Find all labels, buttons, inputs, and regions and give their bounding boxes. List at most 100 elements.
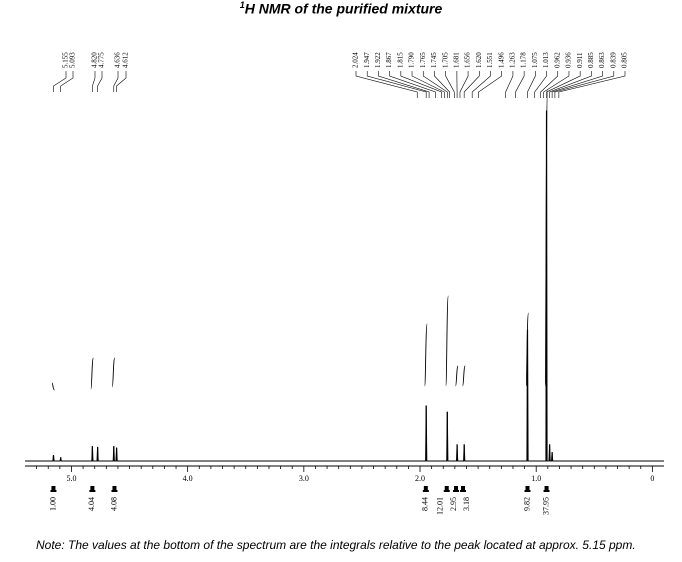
x-tick-label: 2.0 xyxy=(415,474,425,483)
label-connector xyxy=(534,71,547,98)
peak-label: 0.863 xyxy=(598,52,606,68)
label-connector xyxy=(113,71,119,92)
peak-label: 1.745 xyxy=(430,52,438,68)
label-connector xyxy=(505,71,514,98)
chart-title: 1H NMR of the purified mixture xyxy=(0,0,682,17)
peak-label: 0.936 xyxy=(565,52,573,68)
peak-label: 1.178 xyxy=(520,52,528,68)
spectrum-trace xyxy=(25,110,664,462)
label-connector xyxy=(554,71,615,98)
peak-label: 0.805 xyxy=(621,52,629,68)
title-superscript: 1 xyxy=(239,0,245,10)
integral-value: 1.00 xyxy=(48,497,57,511)
label-connector xyxy=(546,71,581,98)
peak-label: 1.790 xyxy=(408,52,416,68)
peak-label: 4.820 xyxy=(91,52,99,68)
peak-label: 1.705 xyxy=(441,52,449,68)
integral-value: 9.82 xyxy=(522,497,531,511)
integral-bracket-mark xyxy=(461,486,466,491)
integral-value: 8.44 xyxy=(421,497,430,511)
label-connector xyxy=(463,71,480,98)
integral-curve xyxy=(525,312,529,387)
peak-label: 1.620 xyxy=(475,52,483,68)
integral-value: 37.95 xyxy=(541,497,550,515)
x-tick-label: 4.0 xyxy=(183,474,193,483)
peak-label: 1.075 xyxy=(531,52,539,68)
integral-value: 4.08 xyxy=(109,497,118,511)
label-connector xyxy=(355,71,418,98)
integral-curve xyxy=(51,382,55,391)
integral-bracket-mark xyxy=(525,486,530,491)
peak-label: 1.496 xyxy=(497,52,505,68)
label-connector xyxy=(540,71,559,98)
integral-bracket-mark xyxy=(423,486,428,491)
label-connector xyxy=(422,71,448,98)
label-connector xyxy=(551,71,603,98)
label-connector xyxy=(543,71,570,98)
integral-curve xyxy=(111,357,116,388)
peak-label: 5.093 xyxy=(69,52,77,68)
chart-title-text: H NMR of the purified mixture xyxy=(244,0,443,17)
label-connector xyxy=(116,71,127,92)
label-connector xyxy=(97,71,103,92)
peak-label: 1.263 xyxy=(509,52,517,68)
integral-curve xyxy=(90,357,94,390)
peak-label: 0.962 xyxy=(553,52,561,68)
peak-label: 1.681 xyxy=(452,52,460,68)
label-connector xyxy=(445,71,455,98)
peak-label: 1.922 xyxy=(374,52,382,68)
peak-label: 4.636 xyxy=(114,52,122,68)
label-connector xyxy=(478,71,503,98)
label-connector xyxy=(471,71,491,98)
label-connector xyxy=(515,71,525,98)
peak-label: 4.612 xyxy=(122,52,130,68)
label-connector xyxy=(459,71,469,98)
peak-label: 4.775 xyxy=(98,52,106,68)
integral-value: 3.18 xyxy=(462,497,471,511)
label-connector xyxy=(400,71,442,98)
label-connector xyxy=(527,71,536,98)
label-connector xyxy=(389,71,436,98)
integral-curve xyxy=(455,365,459,387)
peak-label: 1.815 xyxy=(396,52,404,68)
label-connector xyxy=(53,71,67,92)
integral-bracket-mark xyxy=(544,486,549,491)
label-connector xyxy=(434,71,450,98)
footnote: Note: The values at the bottom of the sp… xyxy=(36,538,636,552)
integral-curve xyxy=(424,323,428,387)
integral-bracket-mark xyxy=(454,486,459,491)
peak-label: 1.765 xyxy=(419,52,427,68)
peak-label: 5.155 xyxy=(62,52,70,68)
peak-label: 1.013 xyxy=(542,52,550,68)
integral-value: 2.95 xyxy=(449,497,458,511)
integral-bracket-mark xyxy=(112,486,117,491)
integral-value: 4.04 xyxy=(87,497,96,511)
peak-label: 1.947 xyxy=(363,52,371,68)
x-tick-label: 1.0 xyxy=(531,474,541,483)
label-connector xyxy=(366,71,427,98)
label-connector xyxy=(411,71,445,98)
x-tick-label: 0 xyxy=(650,474,654,483)
x-tick-label: 5.0 xyxy=(66,474,76,483)
integral-curve xyxy=(445,295,449,387)
peak-label: 1.867 xyxy=(385,52,393,68)
integral-value: 12.01 xyxy=(436,497,445,515)
label-connector xyxy=(92,71,96,92)
peak-label: 1.656 xyxy=(464,52,472,68)
peak-label: 1.551 xyxy=(486,52,494,68)
integral-bracket-mark xyxy=(444,486,449,491)
label-connector xyxy=(378,71,430,98)
integral-curve xyxy=(462,365,466,387)
label-connector xyxy=(549,71,592,98)
peak-label: 2.024 xyxy=(352,52,360,68)
integral-bracket-mark xyxy=(90,486,95,491)
peak-label: 0.911 xyxy=(576,52,584,68)
label-connector xyxy=(60,71,74,92)
peak-label: 0.885 xyxy=(587,52,595,68)
integral-curve xyxy=(544,89,548,387)
label-connector xyxy=(558,71,626,98)
peak-label: 0.839 xyxy=(609,52,617,68)
x-tick-label: 3.0 xyxy=(299,474,309,483)
integral-bracket-mark xyxy=(51,486,56,491)
